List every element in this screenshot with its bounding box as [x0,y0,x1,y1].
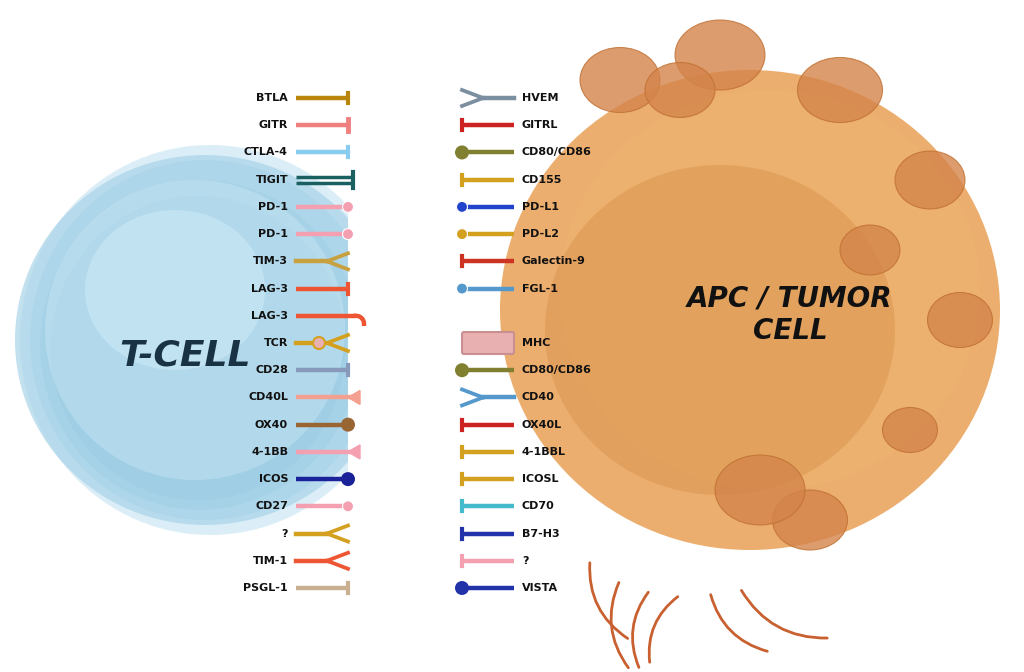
Text: ?: ? [522,556,528,566]
Ellipse shape [580,48,660,112]
Text: TIGIT: TIGIT [255,175,288,185]
Text: HVEM: HVEM [522,93,558,103]
Polygon shape [348,390,360,405]
Ellipse shape [772,490,848,550]
Text: CD40L: CD40L [248,392,288,403]
Text: PSGL-1: PSGL-1 [244,583,288,593]
Circle shape [341,472,355,486]
Circle shape [342,501,353,512]
Circle shape [341,418,355,431]
Ellipse shape [715,455,805,525]
Text: B7-H3: B7-H3 [522,529,560,538]
Text: ICOS: ICOS [258,474,288,484]
Circle shape [457,283,468,294]
Text: TIM-3: TIM-3 [253,256,288,266]
Text: BTLA: BTLA [256,93,288,103]
Text: PD-L2: PD-L2 [522,229,559,239]
Text: LAG-3: LAG-3 [251,310,288,321]
Ellipse shape [798,58,883,122]
Ellipse shape [560,90,980,490]
Ellipse shape [15,155,395,525]
Circle shape [457,202,468,212]
Text: CD155: CD155 [522,175,562,185]
Text: 4-1BB: 4-1BB [251,447,288,457]
Ellipse shape [30,160,380,520]
Ellipse shape [840,225,900,275]
Ellipse shape [928,292,992,347]
Circle shape [455,145,469,159]
Text: PD-1: PD-1 [258,202,288,212]
Circle shape [455,581,469,595]
Text: 4-1BBL: 4-1BBL [522,447,566,457]
Text: T-CELL: T-CELL [119,338,251,372]
Ellipse shape [645,62,715,118]
Text: CD40: CD40 [522,392,555,403]
Text: FGL-1: FGL-1 [522,284,558,294]
Circle shape [342,228,353,240]
Text: GITR: GITR [259,120,288,130]
Text: TCR: TCR [263,338,288,348]
Ellipse shape [500,70,1000,550]
Circle shape [455,364,469,377]
Text: CD80/CD86: CD80/CD86 [522,147,592,157]
Text: GITRL: GITRL [522,120,558,130]
Ellipse shape [50,196,345,501]
Ellipse shape [85,210,265,370]
Text: MHC: MHC [522,338,550,348]
Text: OX40: OX40 [255,420,288,429]
Ellipse shape [40,180,360,510]
FancyBboxPatch shape [462,332,514,354]
Text: APC / TUMOR
CELL: APC / TUMOR CELL [687,285,893,345]
Text: CD28: CD28 [255,365,288,375]
Circle shape [457,228,468,240]
Text: TIM-1: TIM-1 [253,556,288,566]
Text: CD70: CD70 [522,501,555,511]
Ellipse shape [545,165,895,495]
Text: CTLA-4: CTLA-4 [244,147,288,157]
Text: CD80/CD86: CD80/CD86 [522,365,592,375]
Ellipse shape [895,151,965,209]
Text: LAG-3: LAG-3 [251,284,288,294]
Circle shape [342,202,353,212]
Text: PD-L1: PD-L1 [522,202,559,212]
Text: PD-1: PD-1 [258,229,288,239]
Text: ICOSL: ICOSL [522,474,558,484]
Ellipse shape [20,145,400,535]
Text: ?: ? [282,529,288,538]
Text: OX40L: OX40L [522,420,562,429]
Text: VISTA: VISTA [522,583,558,593]
Text: CD27: CD27 [255,501,288,511]
Ellipse shape [45,180,345,480]
Bar [348,88,463,598]
Text: Galectin-9: Galectin-9 [522,256,586,266]
Ellipse shape [883,407,938,452]
Ellipse shape [675,20,765,90]
Circle shape [313,337,325,349]
Polygon shape [348,445,360,459]
